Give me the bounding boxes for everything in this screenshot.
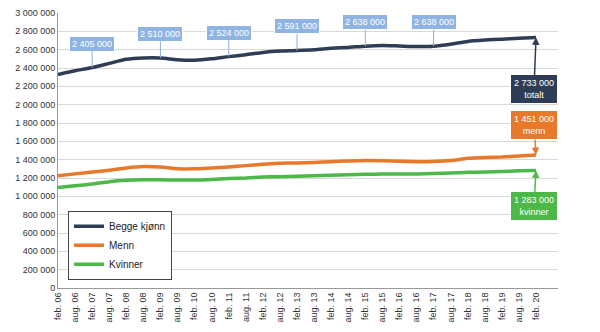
- svg-text:feb. 09: feb. 09: [155, 293, 165, 321]
- svg-text:600 000: 600 000: [23, 228, 56, 238]
- svg-text:1 400 000: 1 400 000: [15, 155, 55, 165]
- svg-text:2 733 000totalt: 2 733 000totalt: [514, 78, 554, 100]
- svg-text:aug. 18: aug. 18: [480, 293, 490, 323]
- svg-text:aug. 17: aug. 17: [446, 293, 456, 323]
- svg-text:aug. 06: aug. 06: [70, 293, 80, 323]
- svg-text:1 800 000: 1 800 000: [15, 118, 55, 128]
- svg-text:feb. 10: feb. 10: [189, 293, 199, 321]
- svg-text:feb. 13: feb. 13: [292, 293, 302, 321]
- svg-text:2 510 000: 2 510 000: [140, 29, 180, 39]
- svg-text:feb. 14: feb. 14: [326, 293, 336, 321]
- svg-text:feb. 12: feb. 12: [258, 293, 268, 321]
- svg-text:1 000 000: 1 000 000: [15, 191, 55, 201]
- svg-text:400 000: 400 000: [23, 246, 56, 256]
- svg-text:2 591 000: 2 591 000: [277, 21, 317, 31]
- svg-text:2 000 000: 2 000 000: [15, 100, 55, 110]
- svg-text:feb. 06: feb. 06: [53, 293, 63, 321]
- svg-text:2 524 000: 2 524 000: [209, 28, 249, 38]
- svg-text:feb. 19: feb. 19: [497, 293, 507, 321]
- svg-text:feb. 17: feb. 17: [428, 293, 438, 321]
- svg-text:aug. 08: aug. 08: [138, 293, 148, 323]
- svg-text:aug. 07: aug. 07: [104, 293, 114, 323]
- svg-text:Menn: Menn: [109, 240, 134, 251]
- svg-text:2 400 000: 2 400 000: [15, 63, 55, 73]
- svg-text:2 600 000: 2 600 000: [15, 45, 55, 55]
- svg-text:Begge kjønn: Begge kjønn: [109, 221, 165, 232]
- svg-text:aug. 13: aug. 13: [309, 293, 319, 323]
- svg-text:2 405 000: 2 405 000: [72, 39, 112, 49]
- svg-text:1 451 000menn: 1 451 000menn: [514, 114, 554, 136]
- svg-text:aug. 19: aug. 19: [514, 293, 524, 323]
- svg-text:aug. 14: aug. 14: [343, 293, 353, 323]
- svg-text:feb. 07: feb. 07: [87, 293, 97, 321]
- svg-text:1 200 000: 1 200 000: [15, 173, 55, 183]
- svg-text:Kvinner: Kvinner: [109, 259, 144, 270]
- svg-text:aug. 16: aug. 16: [411, 293, 421, 323]
- svg-text:800 000: 800 000: [23, 210, 56, 220]
- svg-text:aug. 15: aug. 15: [377, 293, 387, 323]
- svg-text:3 000 000: 3 000 000: [15, 8, 55, 18]
- svg-text:200 000: 200 000: [23, 265, 56, 275]
- svg-text:2 638 000: 2 638 000: [345, 17, 385, 27]
- svg-text:aug. 10: aug. 10: [207, 293, 217, 323]
- svg-text:feb. 15: feb. 15: [360, 293, 370, 321]
- svg-text:0: 0: [50, 283, 55, 293]
- svg-text:aug. 12: aug. 12: [275, 293, 285, 323]
- svg-text:feb. 11: feb. 11: [224, 293, 234, 320]
- svg-text:feb. 20: feb. 20: [531, 293, 541, 321]
- svg-text:2 800 000: 2 800 000: [15, 26, 55, 36]
- svg-text:aug. 11: aug. 11: [241, 293, 251, 322]
- svg-text:2 200 000: 2 200 000: [15, 81, 55, 91]
- svg-text:1 600 000: 1 600 000: [15, 136, 55, 146]
- svg-text:feb. 18: feb. 18: [463, 293, 473, 321]
- svg-text:1 283 000kvinner: 1 283 000kvinner: [514, 195, 554, 217]
- svg-text:aug. 09: aug. 09: [172, 293, 182, 323]
- svg-text:feb. 08: feb. 08: [121, 293, 131, 321]
- svg-text:2 638 000: 2 638 000: [414, 17, 454, 27]
- svg-text:feb. 16: feb. 16: [394, 293, 404, 321]
